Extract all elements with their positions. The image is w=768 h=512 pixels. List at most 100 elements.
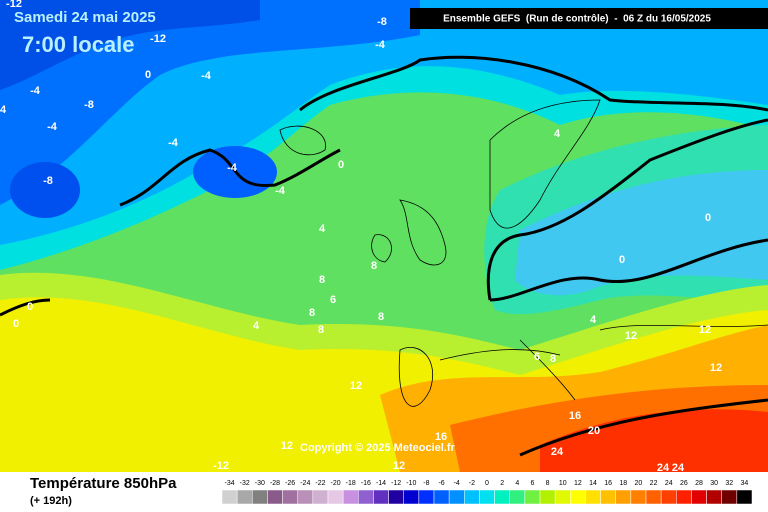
- date: Samedi 24 mai 2025: [14, 9, 156, 26]
- legend-swatch: [691, 489, 707, 505]
- contour-label: 4: [590, 314, 597, 326]
- contour-label: 0: [27, 301, 33, 313]
- contour-label: -8: [84, 99, 94, 111]
- legend-label: 24: [665, 480, 673, 487]
- legend-label: -22: [315, 480, 325, 487]
- legend-swatch: [585, 489, 601, 505]
- legend-swatch: [403, 489, 420, 505]
- contour-label: -12: [6, 0, 22, 10]
- legend-label: -24: [300, 480, 310, 487]
- legend-label: -12: [391, 480, 401, 487]
- legend-label: -34: [225, 480, 235, 487]
- footer-title: Température 850hPa: [30, 475, 177, 492]
- legend-swatch: [267, 489, 283, 505]
- legend-swatch: [509, 489, 526, 505]
- contour-label: 0: [145, 69, 151, 81]
- legend-swatch: [327, 489, 344, 505]
- contour-label: -4: [168, 137, 179, 149]
- legend-label: 2: [500, 480, 504, 487]
- contour-label: 24: [551, 446, 564, 458]
- legend-swatch: [600, 489, 616, 505]
- zero-isotherm: [0, 55, 768, 457]
- legend-label: 8: [546, 480, 550, 487]
- contour-label: -4: [30, 85, 41, 97]
- contour-label: -4: [375, 39, 386, 51]
- legend-label: 0: [485, 480, 489, 487]
- legend-swatch: [221, 489, 238, 505]
- legend-swatch: [358, 489, 374, 505]
- contour-label: -12: [213, 460, 229, 472]
- legend-swatch: [615, 489, 632, 505]
- contour-label: 8: [378, 311, 384, 323]
- contour-label: 12: [393, 460, 405, 472]
- legend-label: 6: [530, 480, 534, 487]
- legend-label: -26: [285, 480, 295, 487]
- contour-label: 0: [13, 318, 19, 330]
- legend-label: -14: [376, 480, 386, 487]
- legend-label: 26: [680, 480, 688, 487]
- temperature-field: [0, 0, 768, 472]
- contour-label: -12: [150, 33, 166, 45]
- legend-label: -20: [331, 480, 341, 487]
- legend-swatch: [373, 489, 389, 505]
- contour-label: 4: [554, 128, 561, 140]
- contour-label: 12: [710, 362, 722, 374]
- legend-swatch: [282, 489, 298, 505]
- contour-label: 6: [534, 351, 540, 363]
- contour-label: 8: [318, 324, 324, 336]
- contour-label: 8: [309, 307, 315, 319]
- legend-label: 34: [741, 480, 749, 487]
- legend-swatch: [312, 489, 329, 505]
- contour-label: 8: [319, 274, 325, 286]
- contour-label: 4: [0, 104, 7, 116]
- legend-swatch: [297, 489, 314, 505]
- legend-label: -30: [255, 480, 265, 487]
- contour-label: 20: [588, 425, 600, 437]
- legend-label: -16: [361, 480, 371, 487]
- contour-label: 12: [699, 324, 711, 336]
- contour-label: 16: [435, 431, 447, 443]
- legend-swatch: [479, 489, 495, 505]
- legend-label: 14: [589, 480, 597, 487]
- contour-label: 6: [330, 294, 336, 306]
- contour-label: -8: [377, 16, 387, 28]
- contour-label: 8: [550, 353, 556, 365]
- model-info: Ensemble GEFS (Run de contrôle) - 06 Z d…: [443, 14, 711, 25]
- legend-label: 22: [650, 480, 658, 487]
- contour-label: 0: [705, 212, 711, 224]
- legend-swatch: [252, 489, 268, 505]
- contour-label: -4: [275, 185, 286, 197]
- legend-label: 16: [604, 480, 612, 487]
- legend-swatch: [554, 489, 571, 505]
- legend-label: -8: [423, 480, 429, 487]
- contour-label: 16: [569, 410, 581, 422]
- legend-label: 30: [710, 480, 718, 487]
- contour-label: 8: [371, 260, 377, 272]
- legend-label: 28: [695, 480, 703, 487]
- contour-label: -4: [201, 70, 212, 82]
- legend-swatch: [645, 489, 662, 505]
- legend-label: 18: [619, 480, 627, 487]
- contour-label: 12: [350, 380, 362, 392]
- lead-time: (+ 192h): [30, 495, 72, 507]
- color-legend: -34 -32 -30 -28 -26 -24 -22 -20 -18 -16 -14 -12 -10-…: [221, 480, 753, 505]
- legend-swatch: [388, 489, 404, 505]
- legend-swatch: [418, 489, 435, 505]
- legend-swatch: [570, 489, 586, 505]
- legend-label: -32: [240, 480, 250, 487]
- legend-swatch: [448, 489, 465, 505]
- legend-swatch: [676, 489, 692, 505]
- legend-swatch: [464, 489, 480, 505]
- contour-label: 0: [619, 254, 625, 266]
- contour-label: -4: [227, 162, 238, 174]
- legend-swatch: [539, 489, 556, 505]
- legend-swatch: [736, 489, 753, 505]
- contour-label: 4: [253, 320, 260, 332]
- legend-swatch: [660, 489, 677, 505]
- model-banner: [410, 8, 768, 29]
- legend-label: -18: [346, 480, 356, 487]
- legend-label: -4: [454, 480, 460, 487]
